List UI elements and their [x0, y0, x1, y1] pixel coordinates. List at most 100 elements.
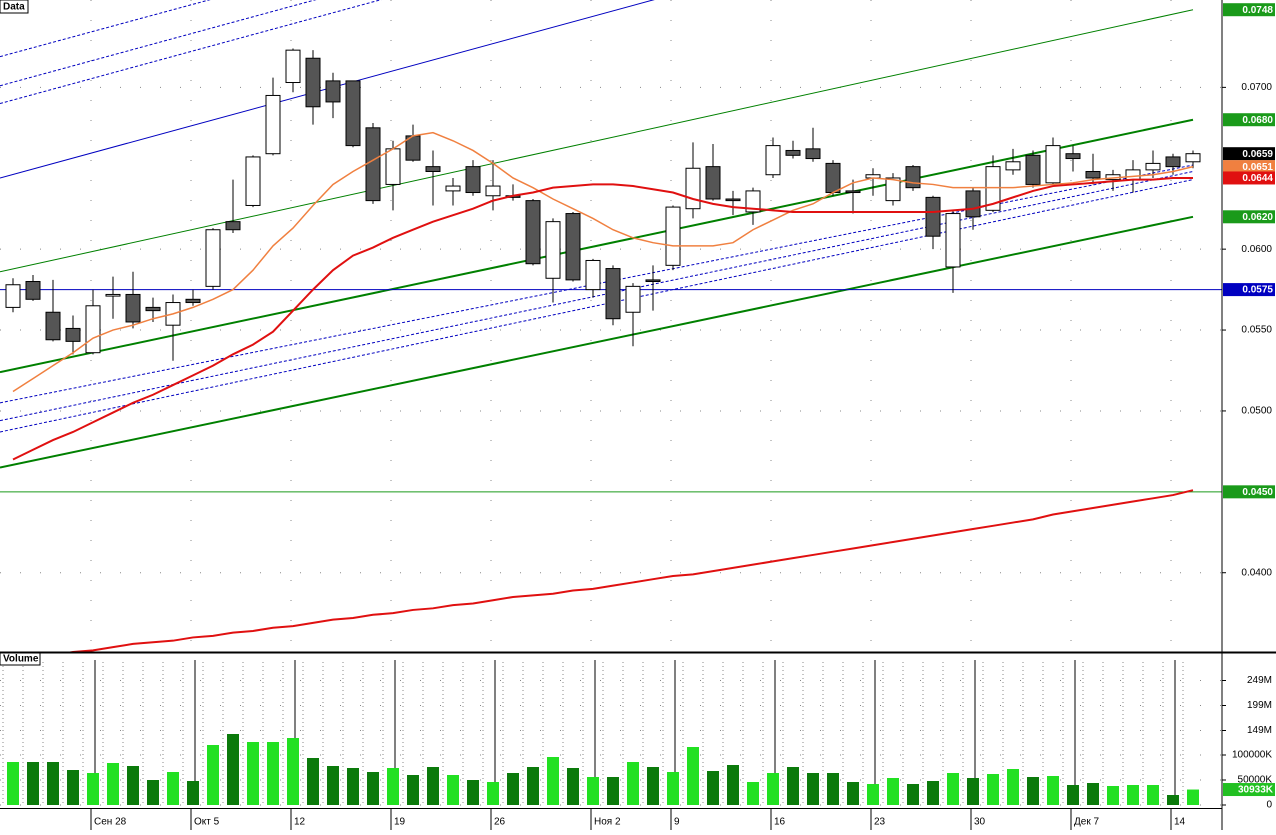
volume-bar [327, 766, 339, 805]
candle-body [525, 200, 541, 265]
trendline [0, 118, 1194, 374]
trendline [0, 164, 1194, 404]
candle-body [105, 293, 121, 297]
candle-body [765, 145, 781, 176]
candle-body [225, 221, 241, 231]
candle-body [1185, 153, 1201, 163]
y-tick-label: 100000K [1232, 750, 1272, 761]
candle-body [605, 268, 621, 320]
volume-bar [447, 775, 459, 805]
price-plot [0, 0, 1222, 652]
volume-bar [667, 772, 679, 805]
ma-line [66, 489, 1194, 652]
volume-bar [287, 738, 299, 805]
x-tick-label: Сен 28 [94, 817, 127, 828]
volume-bar [507, 773, 519, 805]
title-box [0, 652, 41, 666]
volume-bar [1127, 785, 1139, 805]
volume-bar [407, 775, 419, 805]
candle-body [845, 190, 861, 194]
volume-bar [87, 773, 99, 805]
candle-body [25, 281, 41, 300]
candle-body [745, 190, 761, 213]
price-marker [1223, 113, 1275, 127]
price-marker [1223, 171, 1275, 185]
candle-body [965, 190, 981, 218]
x-tick-label: 19 [394, 817, 406, 828]
volume-bar [887, 778, 899, 805]
y-tick-label: 249M [1247, 675, 1272, 686]
y-tick-label: 0.0700 [1241, 82, 1272, 93]
volume-bar [227, 734, 239, 805]
trendline [0, 215, 1194, 469]
volume-bar [1147, 785, 1159, 805]
candle-body [145, 306, 161, 312]
candle-body [325, 80, 341, 103]
axes: 0.0400 0.0500 0.0550 0.0600 0.0700 0 50000K 100… [90, 3, 1275, 830]
trendline [0, 9, 1194, 273]
y-tick-label: 0.0600 [1241, 244, 1272, 255]
volume-bar [567, 768, 579, 805]
price-marker-label: 0.0575 [1242, 285, 1273, 296]
candle-body [365, 127, 381, 202]
candle-body [545, 221, 561, 279]
title-box [0, 0, 29, 14]
volume-bar [767, 773, 779, 805]
volume-bar [467, 780, 479, 805]
x-tick-label: 26 [494, 817, 506, 828]
trendline [0, 0, 382, 105]
candle-body [1145, 162, 1161, 171]
candle-body [5, 284, 21, 308]
x-tick-label: Дек 7 [1074, 817, 1099, 828]
y-tick-label: 0.0500 [1241, 406, 1272, 417]
price-marker [1223, 485, 1275, 499]
volume-bar [487, 782, 499, 805]
volume-bar [547, 757, 559, 805]
volume-bar [427, 767, 439, 805]
trendline [0, 0, 317, 87]
y-tick-label: 0 [1266, 800, 1272, 811]
candle-body [685, 167, 701, 210]
price-marker-label: 0.0651 [1242, 162, 1273, 173]
volume-bar [707, 771, 719, 805]
candle-body [265, 94, 281, 155]
volume-bar [847, 782, 859, 805]
price-marker [1223, 283, 1275, 297]
y-tick-label: 149M [1247, 725, 1272, 736]
candle-body [625, 285, 641, 313]
candle-body [585, 259, 601, 291]
y-tick-label: 0.0550 [1241, 325, 1272, 336]
candle-body [925, 196, 941, 237]
price-marker-label: 30933K [1238, 785, 1274, 796]
volume-bar [607, 777, 619, 805]
volume-bar [727, 765, 739, 805]
x-tick-label: 12 [294, 817, 306, 828]
volume-bar [207, 745, 219, 805]
x-tick-label: Окт 5 [194, 817, 220, 828]
price-marker [1223, 3, 1275, 17]
volume-bar [1067, 785, 1079, 805]
candle-body [1085, 170, 1101, 179]
ma-line [12, 131, 1194, 393]
volume-bar [127, 766, 139, 805]
volume-bar [827, 773, 839, 805]
volume-bar [867, 784, 879, 805]
candle-body [305, 57, 321, 108]
volume-plot [7, 734, 1199, 805]
volume-bar [747, 782, 759, 805]
volume-bar [647, 767, 659, 805]
price-marker [1223, 147, 1275, 161]
volume-bar [1027, 777, 1039, 805]
candle-body [345, 80, 361, 147]
volume-title: Volume [3, 654, 39, 665]
x-tick-label: 16 [774, 817, 786, 828]
volume-bar [1187, 789, 1199, 805]
candle-body [85, 305, 101, 354]
candle-body [285, 49, 301, 84]
candle-body [1025, 154, 1041, 185]
candle-body [1005, 161, 1021, 171]
trendline [0, 0, 211, 58]
volume-bar [967, 778, 979, 805]
